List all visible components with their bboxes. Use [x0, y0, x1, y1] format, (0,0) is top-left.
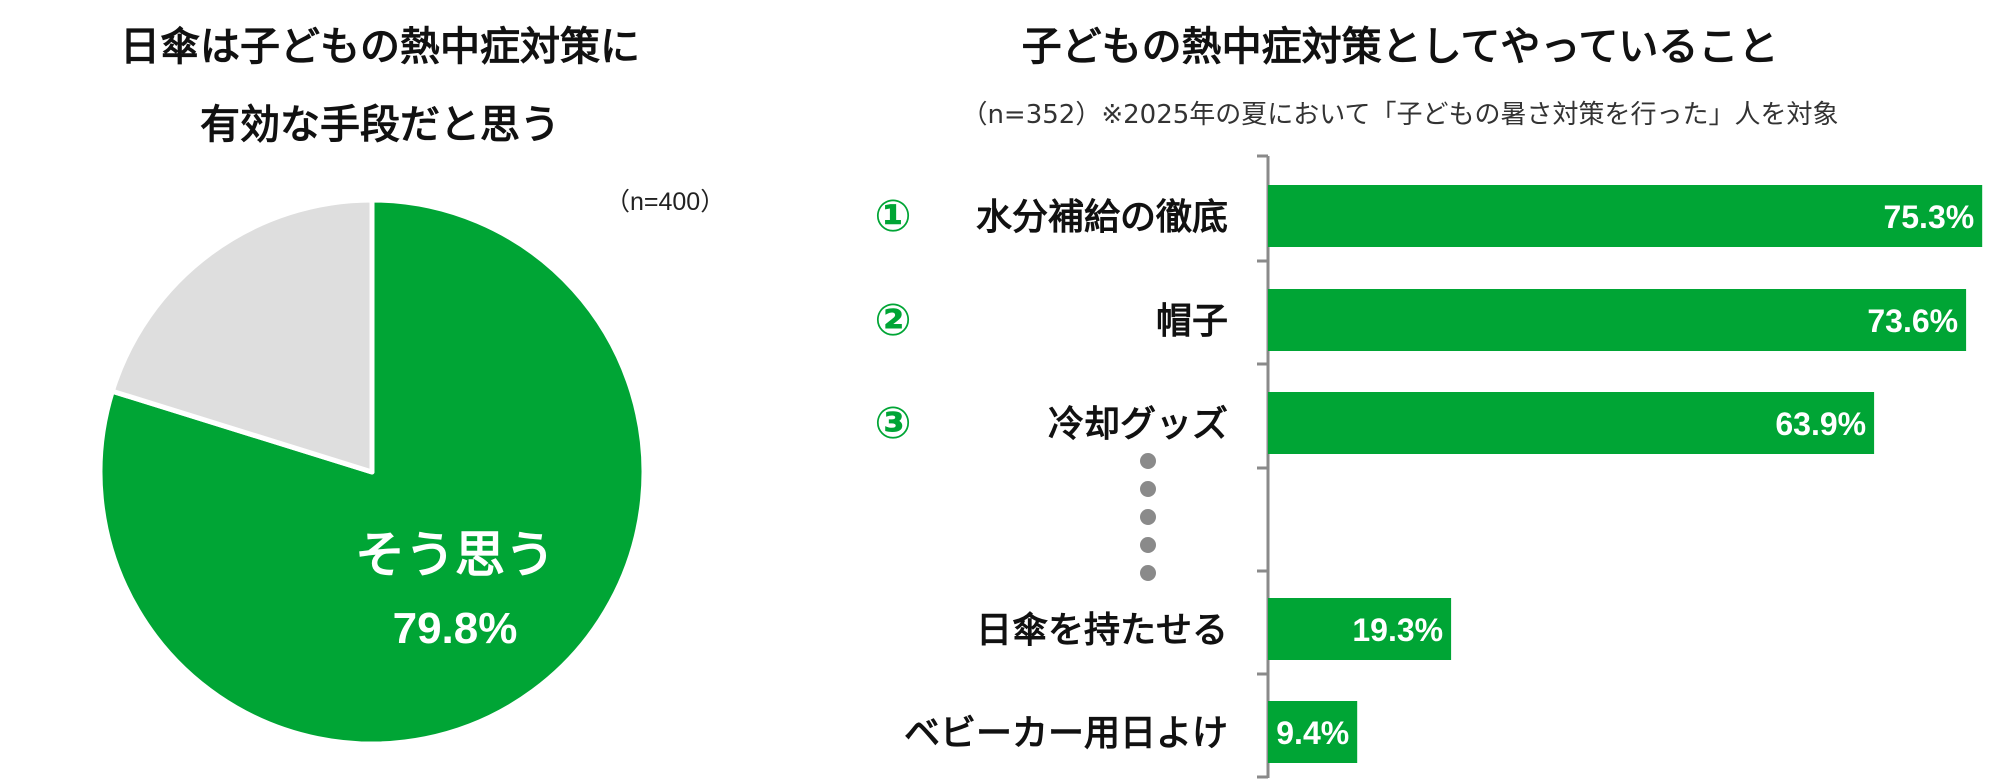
pie-slice-value: 79.8%: [393, 604, 518, 653]
bar-2: [1268, 289, 1967, 351]
ellipsis-dot-4: [1140, 537, 1156, 553]
bar-category-label-1: 水分補給の徹底: [976, 197, 1228, 238]
ellipsis-dot-1: [1140, 453, 1156, 469]
pie-chart: [97, 197, 647, 747]
pie-slice-2: [109, 197, 375, 475]
ellipsis-dot-5: [1140, 565, 1156, 581]
bar-value-label-2: 73.6%: [1867, 303, 1958, 339]
bar-chart-subtitle: （n=352）※2025年の夏において「子どもの暑さ対策を行った」人を対象: [961, 100, 1839, 130]
pie-sample-size: （n=400）: [605, 188, 726, 216]
bar-category-label-5: ベビーカー用日よけ: [904, 713, 1228, 754]
ellipsis-dot-3: [1140, 509, 1156, 525]
bar-value-label-1: 75.3%: [1883, 199, 1974, 235]
pie-slice-label: そう思う: [355, 526, 555, 584]
bar-1: [1268, 185, 1983, 247]
ellipsis-dot-2: [1140, 481, 1156, 497]
bar-4: [1268, 598, 1452, 660]
bar-category-label-3: 冷却グッズ: [1048, 403, 1228, 445]
bar-chart-title: 子どもの熱中症対策としてやっていること: [1021, 24, 1779, 70]
bar-value-label-4: 19.3%: [1352, 612, 1443, 648]
rank-marker-2: ②: [874, 295, 911, 346]
bar-3: [1268, 392, 1875, 454]
bar-5: [1268, 701, 1358, 763]
rank-marker-3: ③: [874, 398, 911, 449]
bar-chart: 75.3% 水分補給の徹底 73.6% 帽子 63.9% 冷却グッズ 19.3% 日傘を持たせ…: [874, 154, 1983, 779]
bar-value-label-3: 63.9%: [1775, 406, 1866, 442]
pie-slice-1: [97, 197, 647, 747]
bar-category-label-2: 帽子: [1156, 301, 1228, 342]
bar-category-label-4: 日傘を持たせる: [976, 610, 1228, 651]
pie-chart-title-line2: 有効な手段だと思う: [200, 102, 560, 148]
rank-marker-1: ①: [874, 191, 911, 242]
pie-chart-title-line1: 日傘は子どもの熱中症対策に: [120, 24, 640, 70]
bar-value-label-5: 9.4%: [1276, 715, 1349, 751]
